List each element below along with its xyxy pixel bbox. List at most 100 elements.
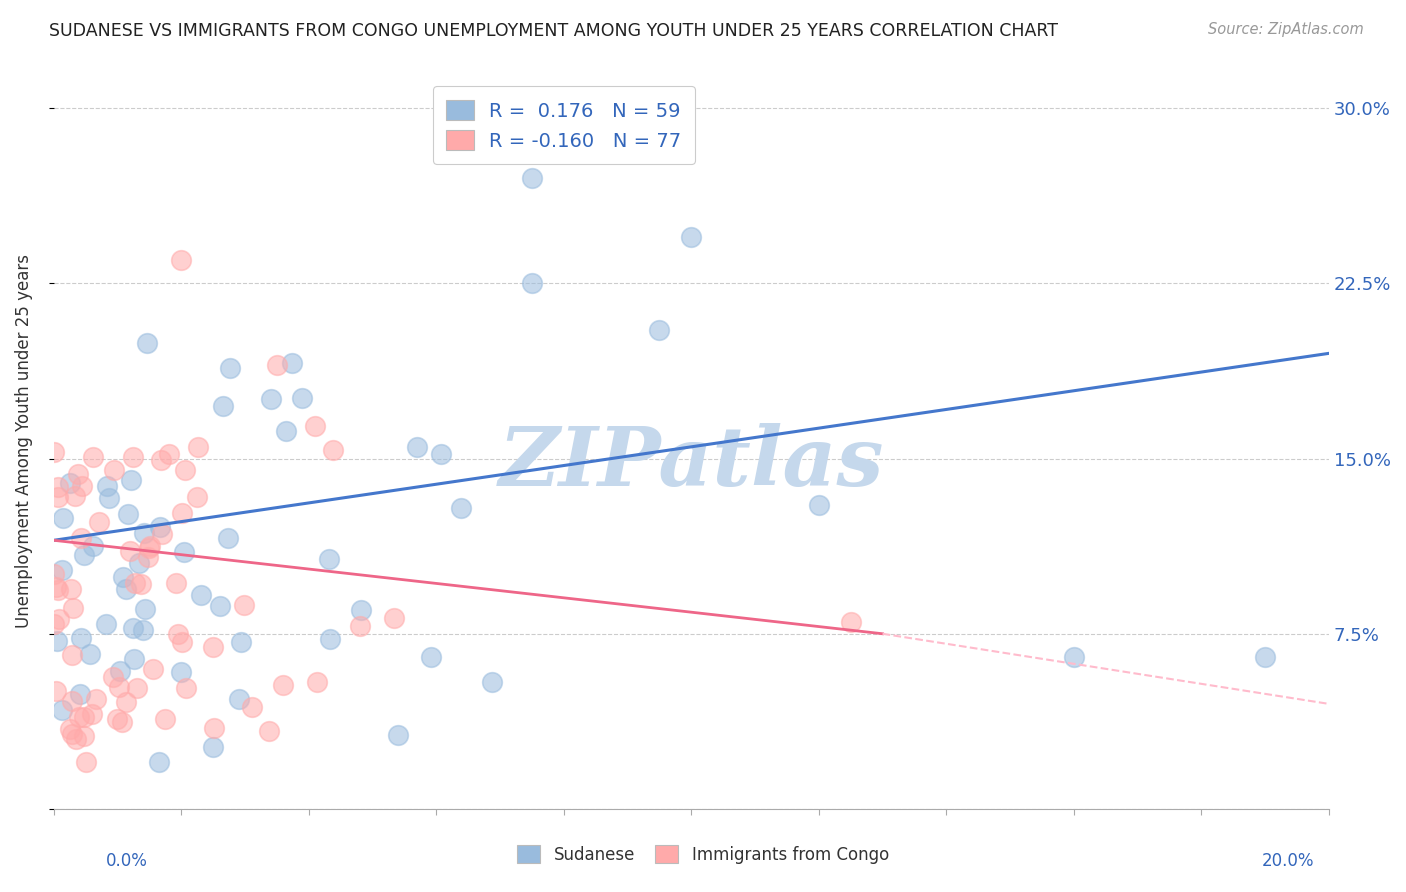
Point [108, 681, 131, 695]
Point [48, 612, 70, 626]
Point [1254, 650, 1277, 665]
Point [138, 539, 160, 553]
Point [108, 664, 131, 678]
Point [165, 576, 187, 591]
Text: SUDANESE VS IMMIGRANTS FROM CONGO UNEMPLOYMENT AMONG YOUTH UNDER 25 YEARS CORREL: SUDANESE VS IMMIGRANTS FROM CONGO UNEMPL… [49, 22, 1059, 40]
Point [67, 710, 90, 724]
Point [75, 756, 97, 770]
Point [257, 724, 280, 739]
Point [42, 617, 65, 632]
Point [65, 732, 87, 747]
Point [228, 692, 250, 706]
Point [60, 648, 83, 662]
Point [148, 755, 170, 769]
Point [97, 491, 120, 505]
Point [122, 621, 145, 635]
Point [232, 598, 254, 612]
Text: ZIPatlas: ZIPatlas [499, 423, 884, 503]
Point [202, 739, 225, 754]
Point [51, 563, 73, 577]
Point [173, 463, 195, 477]
Point [45, 634, 67, 648]
Text: Source: ZipAtlas.com: Source: ZipAtlas.com [1208, 22, 1364, 37]
Point [60, 727, 83, 741]
Legend: R =  0.176   N = 59, R = -0.160   N = 77: R = 0.176 N = 59, R = -0.160 N = 77 [433, 87, 695, 164]
Point [318, 552, 340, 566]
Point [349, 619, 371, 633]
Point [58, 722, 80, 736]
Point [69, 687, 91, 701]
Point [45, 683, 67, 698]
Point [82, 707, 104, 722]
Point [134, 602, 156, 616]
Point [46, 491, 69, 505]
Point [430, 447, 453, 461]
Point [240, 699, 263, 714]
Point [60, 582, 83, 597]
Point [520, 277, 543, 291]
Y-axis label: Unemployment Among Youth under 25 years: Unemployment Among Youth under 25 years [15, 254, 32, 628]
Point [84, 691, 107, 706]
Point [219, 360, 242, 375]
Point [96, 479, 118, 493]
Point [82, 539, 104, 553]
Point [73, 730, 96, 744]
Point [131, 577, 153, 591]
Point [59, 476, 82, 491]
Point [79, 647, 101, 661]
Point [322, 442, 344, 457]
Point [118, 544, 141, 558]
Point [148, 519, 170, 533]
Point [94, 617, 117, 632]
Point [202, 640, 225, 655]
Point [70, 531, 93, 545]
Point [46, 582, 69, 597]
Point [271, 678, 294, 692]
Point [101, 670, 124, 684]
Point [89, 516, 111, 530]
Text: 20.0%: 20.0% [1263, 852, 1315, 870]
Point [52, 510, 75, 524]
Point [63, 489, 86, 503]
Point [70, 631, 93, 645]
Point [46, 480, 69, 494]
Point [229, 634, 252, 648]
Point [350, 602, 373, 616]
Point [382, 611, 405, 625]
Point [1063, 650, 1085, 665]
Point [281, 356, 304, 370]
Point [142, 662, 165, 676]
Point [134, 525, 156, 540]
Point [115, 582, 138, 597]
Point [520, 171, 543, 186]
Point [51, 702, 73, 716]
Point [122, 450, 145, 465]
Point [648, 323, 671, 337]
Point [124, 575, 146, 590]
Point [67, 467, 90, 482]
Point [318, 632, 340, 646]
Point [208, 599, 231, 613]
Point [131, 623, 153, 637]
Point [405, 441, 427, 455]
Point [82, 450, 104, 465]
Point [420, 650, 443, 665]
Point [122, 652, 145, 666]
Point [149, 452, 172, 467]
Point [150, 527, 173, 541]
Point [120, 474, 142, 488]
Point [170, 635, 193, 649]
Point [212, 400, 235, 414]
Point [170, 252, 193, 267]
Text: 0.0%: 0.0% [105, 852, 148, 870]
Point [307, 675, 329, 690]
Point [136, 550, 159, 565]
Point [266, 358, 288, 372]
Point [111, 570, 134, 584]
Point [481, 674, 503, 689]
Point [202, 721, 225, 735]
Point [807, 498, 830, 512]
Point [187, 441, 209, 455]
Point [105, 712, 128, 726]
Point [170, 507, 193, 521]
